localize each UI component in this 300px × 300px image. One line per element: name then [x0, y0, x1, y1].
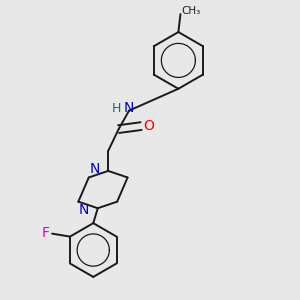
Text: O: O [143, 118, 154, 133]
Text: F: F [41, 226, 50, 240]
Text: CH₃: CH₃ [181, 5, 200, 16]
Text: N: N [89, 162, 100, 176]
Text: H: H [112, 102, 121, 115]
Text: N: N [124, 101, 134, 115]
Text: N: N [79, 203, 89, 217]
